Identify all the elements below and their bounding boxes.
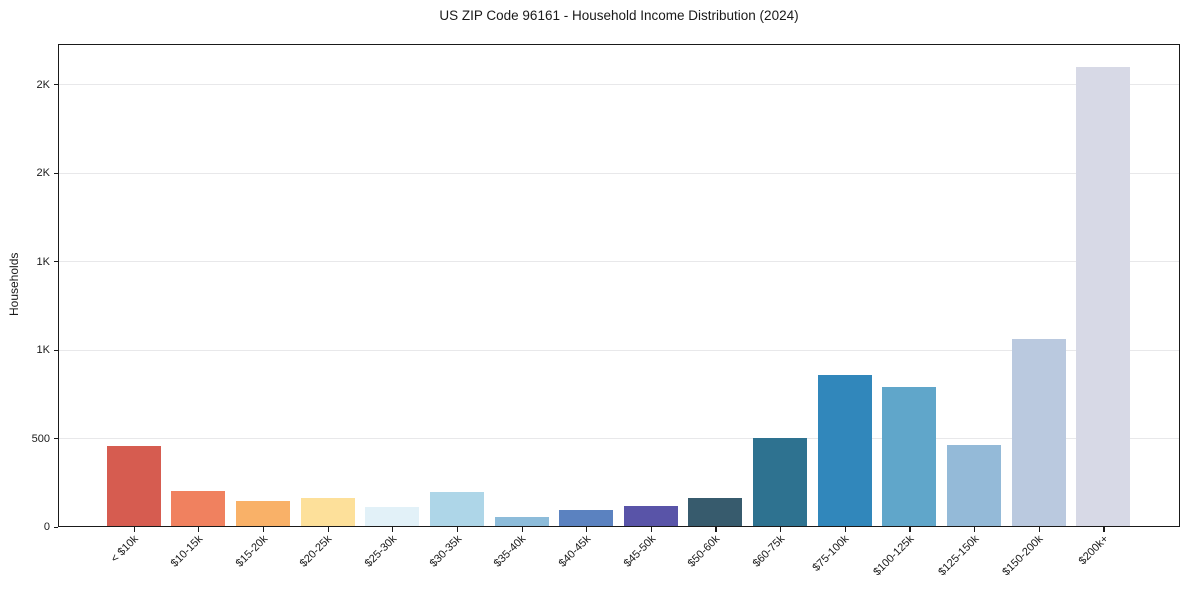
gridline-1000 [59, 349, 1179, 351]
x-tick-mark-20-25k [327, 527, 329, 532]
bar-10-15k [171, 490, 226, 526]
x-tick-mark-75-100k [844, 527, 847, 532]
x-tick-label-45-50k: $45-50k [621, 533, 658, 570]
y-tick-mark-2000 [53, 172, 58, 174]
y-tick-label-1500: 1K [36, 255, 50, 268]
y-tick-mark-1500 [53, 261, 58, 263]
x-tick-mark-10-15k [198, 527, 200, 532]
bar-30-35k [429, 491, 484, 526]
gridline-2000 [59, 172, 1179, 174]
bar-125-150k [947, 444, 1002, 526]
bar-15-20k [235, 501, 290, 526]
bar-60-75k [753, 438, 808, 526]
x-tick-mark-35-40k [521, 527, 523, 532]
x-tick-label-10k: < $10k [108, 533, 141, 566]
bar-40-45k [559, 509, 614, 526]
y-tick-label-2000: 2K [36, 167, 50, 180]
x-tick-label-75-100k: $75-100k [810, 533, 852, 574]
bars-layer [59, 45, 1179, 526]
x-tick-label-40-45k: $40-45k [556, 533, 594, 570]
y-tick-mark-500 [53, 438, 58, 440]
x-tick-label-10-15k: $10-15k [168, 533, 206, 570]
gridlines-layer [59, 45, 1179, 526]
y-tick-mark-0 [53, 526, 58, 528]
y-tick-mark-1000 [53, 349, 58, 351]
y-tick-label-1000: 1K [36, 344, 50, 357]
x-tick-label-150-200k: $150-200k [1000, 533, 1046, 579]
bar-25-30k [365, 506, 420, 526]
x-tick-mark-25-30k [392, 527, 394, 532]
bar-150-200k [1011, 339, 1066, 526]
x-tick-label-200k: $200k+ [1076, 533, 1111, 568]
x-tick-mark-50-60k [715, 527, 717, 532]
gridline-1500 [59, 261, 1179, 263]
x-tick-label-125-150k: $125-150k [935, 533, 982, 579]
y-tick-label-500: 500 [31, 432, 50, 445]
y-tick-label-2500: 2K [36, 78, 50, 91]
x-tick-mark-10k [133, 527, 135, 532]
x-tick-mark-100-125k [909, 527, 911, 532]
y-tick-label-0: 0 [43, 521, 50, 533]
x-tick-mark-40-45k [586, 527, 588, 532]
bar-45-50k [623, 506, 678, 526]
x-tick-mark-60-75k [780, 527, 782, 532]
bar-200k [1076, 67, 1131, 526]
bar-100-125k [882, 386, 937, 526]
x-tick-mark-30-35k [456, 527, 459, 532]
bar-35-40k [494, 516, 549, 526]
bar-10k [106, 446, 161, 526]
x-tick-label-20-25k: $20-25k [297, 533, 335, 570]
x-tick-label-15-20k: $15-20k [233, 533, 270, 570]
x-tick-label-50-60k: $50-60k [685, 533, 723, 570]
chart-title: US ZIP Code 96161 - Household Income Dis… [439, 8, 799, 23]
x-tick-mark-45-50k [650, 527, 653, 532]
gridline-500 [59, 438, 1179, 440]
x-tick-label-35-40k: $35-40k [491, 533, 529, 570]
x-tick-mark-200k [1103, 527, 1105, 532]
gridline-2500 [59, 84, 1179, 86]
plot-area [58, 44, 1180, 527]
x-tick-label-60-75k: $60-75k [750, 533, 788, 570]
x-tick-mark-125-150k [974, 527, 976, 532]
x-tick-label-100-125k: $100-125k [871, 533, 917, 579]
x-tick-label-25-30k: $25-30k [362, 533, 400, 570]
x-tick-mark-150-200k [1038, 527, 1041, 532]
bar-20-25k [300, 498, 355, 526]
bar-75-100k [817, 375, 872, 526]
bar-50-60k [688, 497, 743, 526]
y-tick-mark-2500 [53, 84, 58, 86]
x-tick-label-30-35k: $30-35k [427, 533, 464, 570]
x-tick-mark-15-20k [262, 527, 265, 532]
